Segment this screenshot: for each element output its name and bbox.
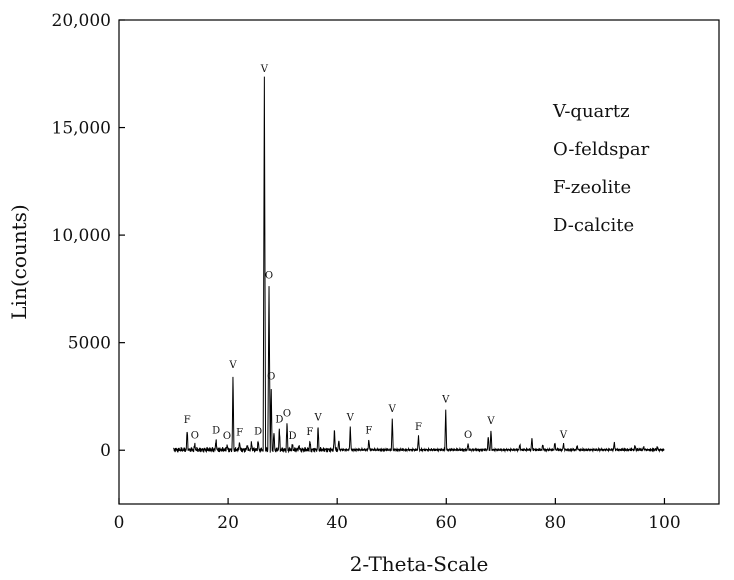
legend-item-quartz: V-quartz [552,101,630,122]
peak-label: V [228,360,237,371]
x-tick-label: 40 [326,513,348,533]
peak-label: V [486,416,495,427]
xrd-spectrum-line [173,76,665,454]
peak-label: D [288,431,296,442]
peak-label: F [306,427,313,438]
peak-label: V [313,413,322,424]
peak-label: V [559,430,568,441]
y-axis-title: Lin(counts) [7,204,31,319]
y-axis: 0 5000 10,000 15,000 20,000 [52,11,125,461]
x-tick-label: 0 [114,513,125,533]
peak-label: D [275,415,283,426]
peak-label: O [265,271,273,282]
legend-item-zeolite: F-zeolite [553,177,631,198]
legend-item-feldspar: O-feldspar [553,139,650,160]
peak-label: V [346,413,355,424]
y-tick-label: 10,000 [52,226,111,246]
y-tick-label: 20,000 [52,11,111,31]
peak-label: F [415,422,422,433]
y-tick-label: 0 [100,441,111,461]
peak-label: D [212,425,220,436]
y-tick-label: 15,000 [52,119,111,139]
peak-label: O [267,372,275,383]
x-tick-label: 100 [648,513,680,533]
peak-label: F [184,415,191,426]
x-tick-label: 80 [545,513,567,533]
peak-label: F [365,425,372,436]
peak-label: O [191,431,199,442]
plot-frame [118,19,720,505]
x-tick-label: 20 [217,513,239,533]
legend: V-quartz O-feldspar F-zeolite D-calcite [552,101,650,236]
peak-label: V [388,404,397,415]
peak-label: V [260,64,269,75]
legend-item-calcite: D-calcite [553,215,634,236]
y-tick-label: 5000 [68,334,111,354]
x-axis: 0 20 40 60 80 100 [114,498,681,533]
x-axis-title: 2-Theta-Scale [350,552,489,576]
peak-label: O [223,431,231,442]
peak-label: O [464,430,472,441]
peak-label: V [441,394,450,405]
peak-label: D [254,427,262,438]
peak-label: O [283,408,291,419]
x-tick-label: 60 [435,513,457,533]
peak-label: F [236,428,243,439]
